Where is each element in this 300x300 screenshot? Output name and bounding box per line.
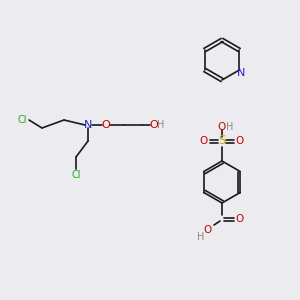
- Text: O: O: [236, 214, 244, 224]
- Text: O: O: [204, 225, 212, 235]
- Text: O: O: [200, 136, 208, 146]
- Text: O: O: [218, 122, 226, 132]
- Text: S: S: [218, 134, 226, 148]
- Text: H: H: [157, 120, 165, 130]
- Text: Cl: Cl: [17, 115, 27, 125]
- Text: N: N: [84, 120, 92, 130]
- Text: N: N: [237, 68, 245, 78]
- Text: H: H: [197, 232, 205, 242]
- Text: O: O: [150, 120, 158, 130]
- Text: O: O: [102, 120, 110, 130]
- Text: Cl: Cl: [71, 170, 81, 180]
- Text: O: O: [236, 136, 244, 146]
- Text: H: H: [226, 122, 234, 132]
